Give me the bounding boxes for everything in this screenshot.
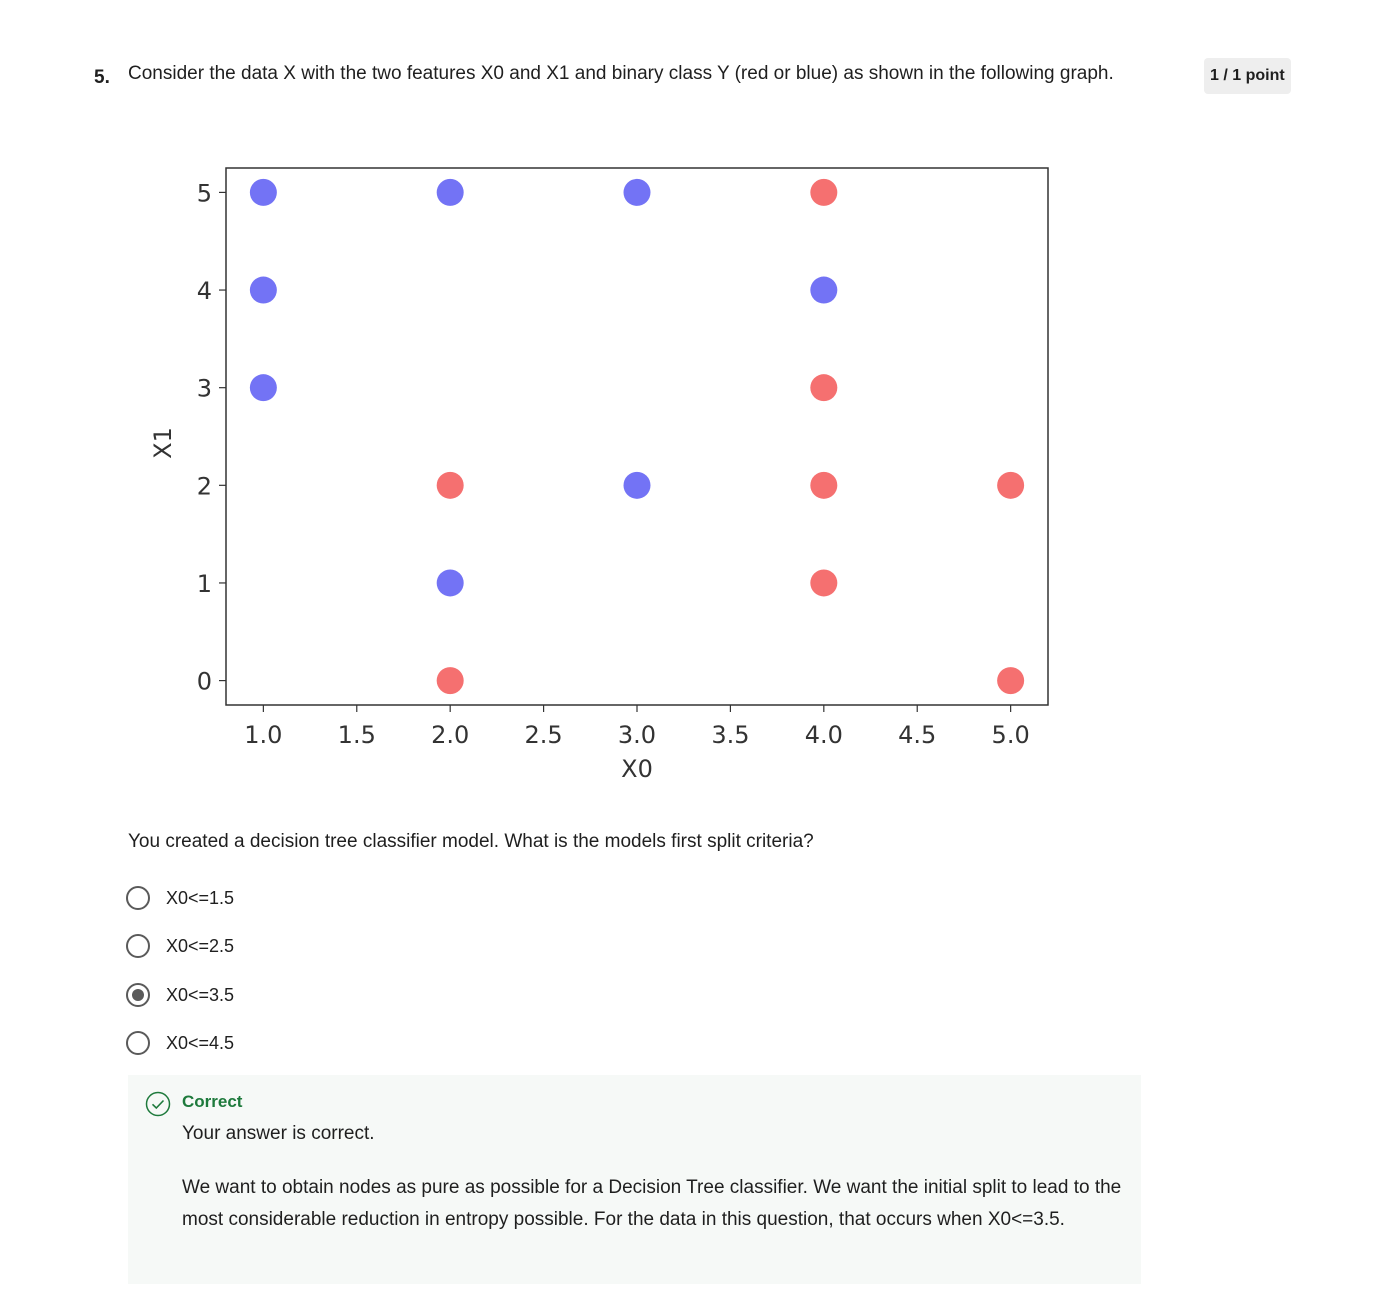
red-data-point: [810, 374, 838, 402]
red-data-point: [436, 471, 464, 499]
y-tick-label: 2: [197, 472, 212, 500]
feedback-status: Correct: [182, 1092, 243, 1111]
x-tick-label: 5.0: [992, 721, 1030, 749]
blue-data-point: [249, 276, 277, 304]
x-tick-label: 2.5: [525, 721, 563, 749]
y-tick-label: 5: [197, 179, 212, 207]
red-data-point: [810, 569, 838, 597]
red-data-point: [436, 667, 464, 695]
radio-unselected-icon[interactable]: [126, 1031, 150, 1055]
red-data-point: [810, 471, 838, 499]
red-data-point: [810, 178, 838, 206]
x-tick-label: 1.0: [244, 721, 282, 749]
feedback-panel: Correct Your answer is correct. We want …: [128, 1075, 1141, 1284]
answer-option-label: X0<=3.5: [166, 984, 235, 1005]
x-tick-label: 1.5: [338, 721, 376, 749]
x-tick-label: 4.0: [805, 721, 843, 749]
plot-frame: [225, 167, 1049, 706]
x-ticks: 1.0 1.5 2.0 2.5 3.0 3.5 4.0 4.5 5.0: [244, 705, 1030, 749]
y-ticks: 0 1 2 3 4 5: [197, 179, 226, 696]
question-text: Consider the data X with the two feature…: [128, 63, 1114, 84]
x-tick-label: 3.0: [618, 721, 656, 749]
answer-option[interactable]: X0<=1.5: [126, 883, 234, 913]
answer-option[interactable]: X0<=4.5: [126, 1028, 234, 1058]
x-tick-label: 3.5: [711, 721, 749, 749]
y-tick-label: 1: [197, 570, 212, 598]
points-badge: 1 / 1 point: [1204, 58, 1291, 94]
radio-dot-icon: [132, 989, 144, 1001]
y-axis-label: X1: [149, 427, 177, 459]
y-tick-label: 3: [197, 375, 212, 403]
answer-option-label: X0<=1.5: [166, 887, 235, 908]
y-tick-label: 0: [197, 668, 212, 696]
red-data-point: [997, 471, 1025, 499]
blue-data-point: [436, 569, 464, 597]
y-tick-label: 4: [197, 277, 212, 305]
radio-selected-icon[interactable]: [126, 983, 150, 1007]
data-points: [249, 178, 1025, 695]
scatter-chart: 1.0 1.5 2.0 2.5 3.0 3.5 4.0 4.5 5.0 0 1 2 3 4 5 X0 X1: [149, 167, 1049, 783]
x-tick-label: 4.5: [898, 721, 936, 749]
radio-unselected-icon[interactable]: [126, 934, 150, 958]
answer-option-label: X0<=2.5: [166, 935, 235, 956]
blue-data-point: [249, 374, 277, 402]
red-data-point: [997, 667, 1025, 695]
blue-data-point: [810, 276, 838, 304]
check-circle-icon: [145, 1091, 171, 1117]
blue-data-point: [623, 178, 651, 206]
radio-unselected-icon[interactable]: [126, 886, 150, 910]
question-subtext: You created a decision tree classifier m…: [128, 831, 814, 852]
x-tick-label: 2.0: [431, 721, 469, 749]
answer-option-label: X0<=4.5: [166, 1032, 235, 1053]
feedback-message: Your answer is correct.: [182, 1123, 375, 1144]
x-axis-label: X0: [621, 755, 653, 783]
blue-data-point: [623, 471, 651, 499]
blue-data-point: [436, 178, 464, 206]
question-number: 5.: [94, 67, 110, 88]
feedback-explanation: We want to obtain nodes as pure as possi…: [182, 1177, 1122, 1230]
answer-option[interactable]: X0<=3.5: [126, 980, 234, 1010]
blue-data-point: [249, 178, 277, 206]
answer-option[interactable]: X0<=2.5: [126, 931, 234, 961]
